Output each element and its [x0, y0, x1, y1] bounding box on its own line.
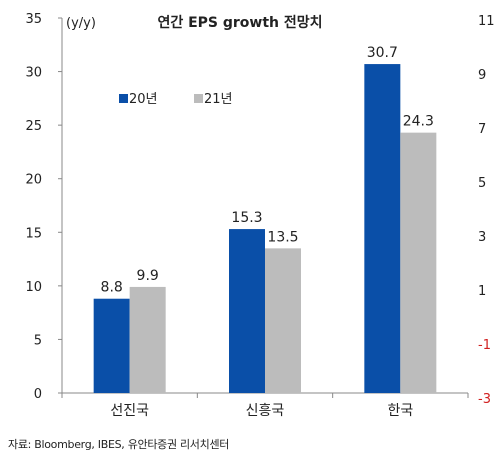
bar-20년-선진국 [93, 298, 130, 393]
right-axis-tick-label: 7 [478, 122, 486, 137]
y-tick-label: 25 [25, 119, 42, 134]
bar-data-label: 13.5 [267, 229, 298, 245]
legend-swatch [119, 94, 128, 103]
legend-label: 21년 [204, 92, 233, 107]
y-tick-label: 35 [25, 12, 42, 27]
bar-data-label: 9.9 [137, 268, 159, 284]
y-tick-label: 5 [34, 333, 42, 348]
chart-title: 연간 EPS growth 전망치 [157, 14, 322, 31]
right-axis-tick-label: -3 [478, 392, 491, 407]
x-axis-tick-marks [61, 393, 469, 398]
legend: 20년 21년 [119, 92, 233, 107]
bar-21년-선진국 [129, 286, 166, 393]
legend-swatch [194, 94, 203, 103]
bar-data-label: 8.8 [101, 280, 123, 296]
right-axis-tick-label: 1 [478, 284, 486, 299]
right-axis-tick-label: 3 [478, 230, 486, 245]
y-axis-unit-label: (y/y) [66, 16, 96, 31]
right-axis-partial: 11 9 7 5 3 1 -1 -3 [478, 14, 495, 407]
right-axis-tick-label: 9 [478, 68, 486, 83]
bars [93, 64, 437, 394]
y-axis-ticks: 0 5 10 15 20 25 30 35 [25, 12, 62, 402]
legend-label: 20년 [129, 92, 158, 107]
category-labels: 선진국 신흥국 한국 [110, 403, 413, 419]
y-tick-label: 15 [25, 226, 42, 241]
bar-20년-한국 [364, 64, 401, 394]
y-tick-label: 10 [25, 280, 42, 295]
category-label: 신흥국 [246, 403, 285, 419]
y-tick-label: 0 [34, 387, 42, 402]
bar-20년-신흥국 [229, 229, 265, 393]
bar-data-label: 15.3 [231, 210, 262, 226]
bar-data-label: 24.3 [403, 114, 434, 130]
category-label: 선진국 [110, 403, 149, 419]
source-note: 자료: Bloomberg, IBES, 유안타증권 리서치센터 [8, 438, 230, 451]
category-label: 한국 [387, 403, 413, 419]
right-axis-tick-label: -1 [478, 338, 491, 353]
bar-data-labels: 8.8 9.9 15.3 13.5 30.7 24.3 [101, 45, 434, 296]
y-tick-label: 20 [25, 173, 42, 188]
bar-data-label: 30.7 [367, 45, 398, 61]
bar-21년-한국 [400, 132, 437, 393]
y-tick-label: 30 [25, 66, 42, 81]
bar-21년-신흥국 [265, 248, 301, 393]
right-axis-tick-label: 5 [478, 176, 486, 191]
right-axis-tick-label: 11 [478, 14, 495, 29]
